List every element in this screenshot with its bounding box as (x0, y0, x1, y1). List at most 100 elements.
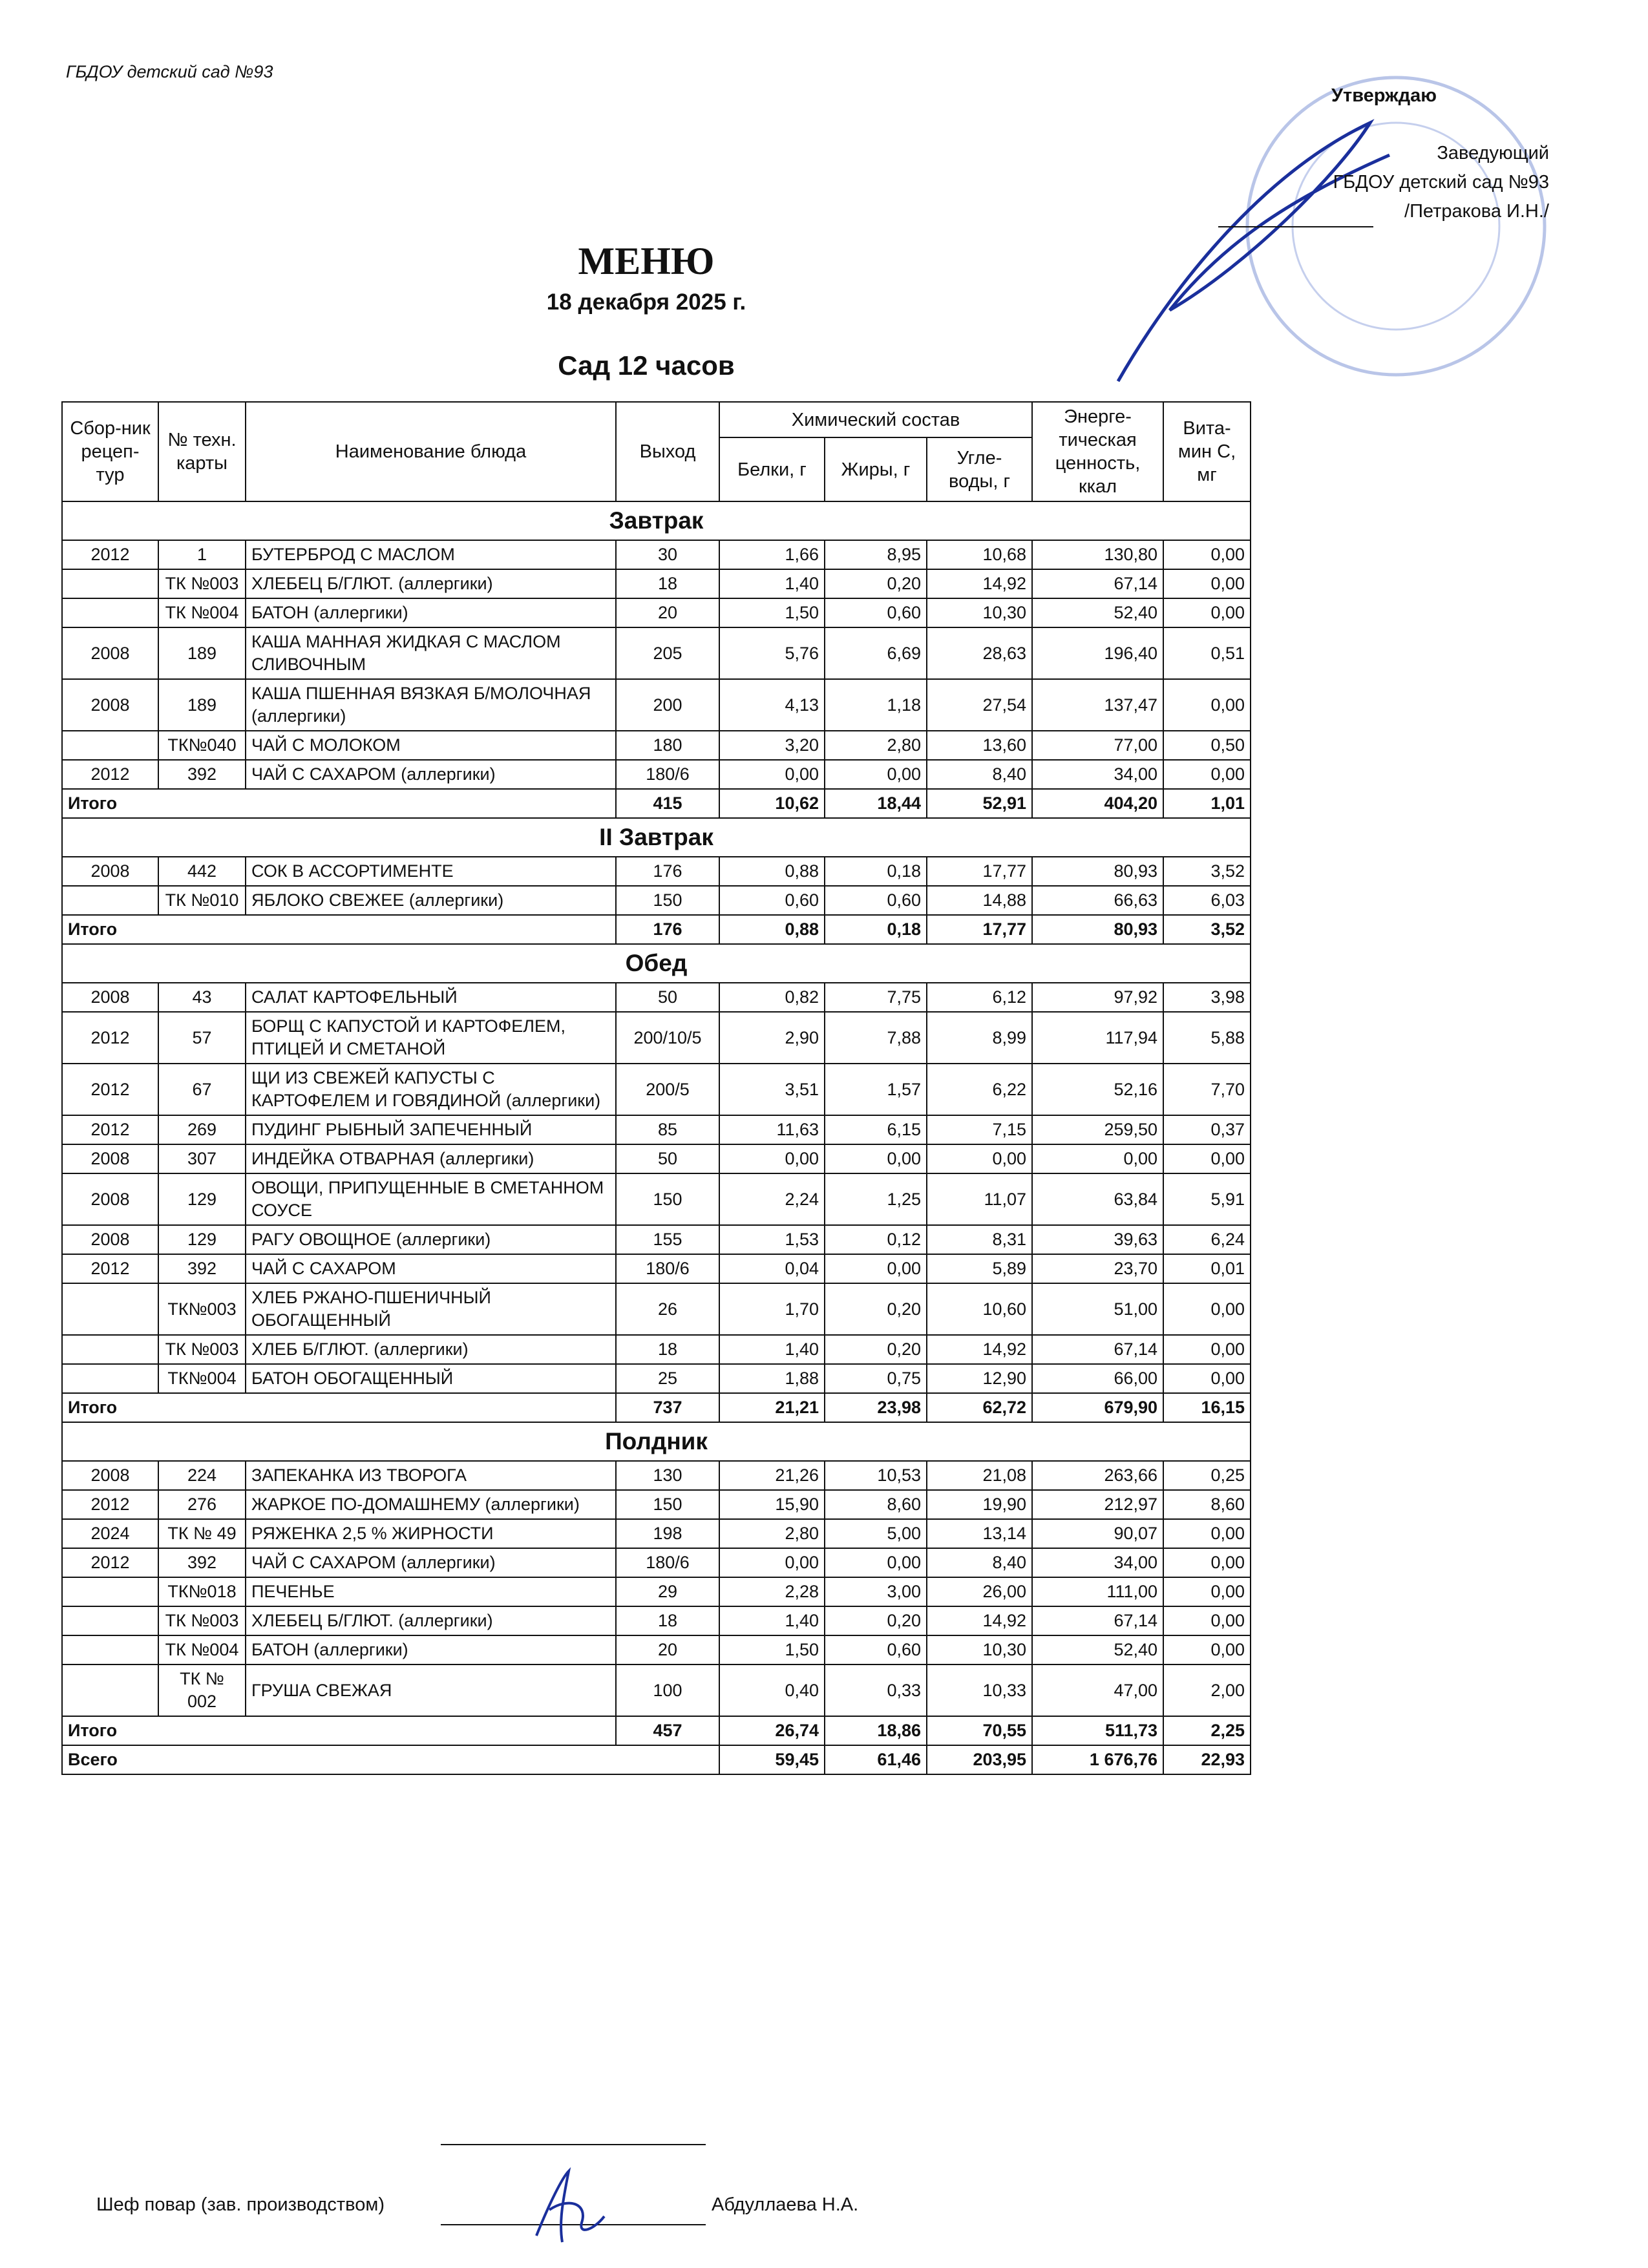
cell: 0,88 (719, 856, 825, 887)
cell: САЛАТ КАРТОФЕЛЬНЫЙ (245, 982, 617, 1013)
cell: 307 (158, 1144, 246, 1174)
cell: 0,00 (1031, 1144, 1165, 1174)
cell: 2008 (61, 982, 159, 1013)
approval-title: Утверждаю (1331, 85, 1437, 106)
subtitle: Сад 12 часов (558, 350, 735, 381)
column-header: Вита-мин С, мг (1163, 401, 1252, 502)
cell: 2,28 (719, 1577, 825, 1607)
cell: 205 (615, 627, 720, 680)
cell (61, 1363, 159, 1394)
cell: 0,04 (719, 1254, 825, 1284)
cell: 1,88 (719, 1363, 825, 1394)
cell: 52,40 (1031, 1635, 1165, 1665)
total-value: 415 (615, 788, 720, 819)
date: 18 декабря 2025 г. (546, 289, 746, 315)
cell: 0,00 (1163, 1283, 1252, 1336)
cell: 10,30 (925, 598, 1033, 628)
cell: ТК №004 (158, 1635, 246, 1665)
cell: 17,77 (925, 856, 1033, 887)
cell: 0,37 (1163, 1115, 1252, 1145)
cell: 6,03 (1163, 885, 1252, 916)
cell: 2012 (61, 540, 159, 570)
cell: 0,33 (824, 1664, 927, 1717)
cell: 196,40 (1031, 627, 1165, 680)
cell: БАТОН (аллергики) (245, 1635, 617, 1665)
cell: РАГУ ОВОЩНОЕ (аллергики) (245, 1224, 617, 1255)
header-row: Белки, г Жиры, г Угле-воды, г (62, 437, 1251, 502)
cell: 0,51 (1163, 627, 1252, 680)
cell: 0,00 (1163, 1363, 1252, 1394)
total-value: 18,86 (824, 1716, 927, 1746)
grand-total-value: 22,93 (1163, 1745, 1252, 1775)
cell: 0,50 (1163, 730, 1252, 761)
cell: СОК В АССОРТИМЕНТЕ (245, 856, 617, 887)
total-value: 176 (615, 914, 720, 945)
cell: 0,00 (719, 759, 825, 790)
cell: 200/5 (615, 1063, 720, 1116)
column-header: Белки, г (719, 437, 825, 502)
header-row: Сбор-ник рецеп-тур № техн. карты Наименова… (61, 401, 1252, 502)
total-value: 16,15 (1163, 1392, 1252, 1423)
section-title: Полдник (61, 1422, 1252, 1462)
cell: 0,20 (824, 1283, 927, 1336)
cell: 150 (615, 1173, 720, 1226)
menu-row: ТК №004 БАТОН (аллергики) 20 1,50 0,60 10,30 5… (61, 1635, 1252, 1665)
cell: БУТЕРБРОД С МАСЛОМ (245, 540, 617, 570)
total-value: 21,21 (719, 1392, 825, 1423)
cell: 25 (615, 1363, 720, 1394)
cell: 6,15 (824, 1115, 927, 1145)
cell: 1,50 (719, 598, 825, 628)
cell: 26,00 (925, 1577, 1033, 1607)
cell: 2008 (61, 1144, 159, 1174)
cell: 2,90 (719, 1011, 825, 1064)
menu-row: ТК №003 ХЛЕБЕЦ Б/ГЛЮТ. (аллергики) 18 1,40 0… (61, 569, 1252, 599)
cell: 8,40 (925, 1548, 1033, 1578)
cell: 10,33 (925, 1664, 1033, 1717)
cell: 150 (615, 885, 720, 916)
cell: 0,00 (824, 1144, 927, 1174)
total-label: Итого (61, 1392, 617, 1423)
cell: 392 (158, 1548, 246, 1578)
cell: 14,92 (925, 1606, 1033, 1636)
total-value: 404,20 (1031, 788, 1165, 819)
cell: ПУДИНГ РЫБНЫЙ ЗАПЕЧЕННЫЙ (245, 1115, 617, 1145)
cell: 3,52 (1163, 856, 1252, 887)
total-value: 0,18 (824, 914, 927, 945)
cell: 0,00 (824, 1548, 927, 1578)
cell: 259,50 (1031, 1115, 1165, 1145)
total-value: 3,52 (1163, 914, 1252, 945)
section-row: Полдник (61, 1422, 1252, 1462)
menu-row: 2012 57 БОРЩ С КАПУСТОЙ И КАРТОФЕЛЕМ, ПТИЦ… (61, 1011, 1252, 1064)
signature (1116, 119, 1391, 383)
signature-line (1218, 226, 1373, 227)
cell: 263,66 (1031, 1460, 1165, 1491)
cell: 39,63 (1031, 1224, 1165, 1255)
menu-row: 2008 189 КАША МАННАЯ ЖИДКАЯ С МАСЛОМ СЛИВО… (61, 627, 1252, 680)
cell: 14,88 (925, 885, 1033, 916)
cell: 97,92 (1031, 982, 1165, 1013)
cell: ТК№004 (158, 1363, 246, 1394)
cell: 43 (158, 982, 246, 1013)
total-row: Итого 457 26,74 18,86 70,55 511,73 2,25 (61, 1716, 1252, 1746)
column-header: № техн. карты (158, 401, 246, 502)
cell: 18 (615, 1334, 720, 1365)
cell: ПЕЧЕНЬЕ (245, 1577, 617, 1607)
total-row: Итого 176 0,88 0,18 17,77 80,93 3,52 (61, 914, 1252, 945)
cell: 27,54 (925, 678, 1033, 731)
cell: 15,90 (719, 1489, 825, 1520)
menu-row: 2012 392 ЧАЙ С САХАРОМ (аллергики) 180/6 0,0… (61, 1548, 1252, 1578)
cell: ЧАЙ С САХАРОМ (аллергики) (245, 1548, 617, 1578)
menu-row: 2012 67 ЩИ ИЗ СВЕЖЕЙ КАПУСТЫ С КАРТОФЕЛЕМ … (61, 1063, 1252, 1116)
cell: 2008 (61, 856, 159, 887)
menu-row: ТК №003 ХЛЕБ Б/ГЛЮТ. (аллергики) 18 1,40 0,2… (61, 1334, 1252, 1365)
cell: 6,22 (925, 1063, 1033, 1116)
cell: 130 (615, 1460, 720, 1491)
cell: 10,68 (925, 540, 1033, 570)
cell: ХЛЕБЕЦ Б/ГЛЮТ. (аллергики) (245, 1606, 617, 1636)
cell: 10,60 (925, 1283, 1033, 1336)
cell: 50 (615, 1144, 720, 1174)
cell: БОРЩ С КАПУСТОЙ И КАРТОФЕЛЕМ, ПТИЦЕЙ И С… (245, 1011, 617, 1064)
cell: 0,00 (824, 759, 927, 790)
cell: ТК№003 (158, 1283, 246, 1336)
